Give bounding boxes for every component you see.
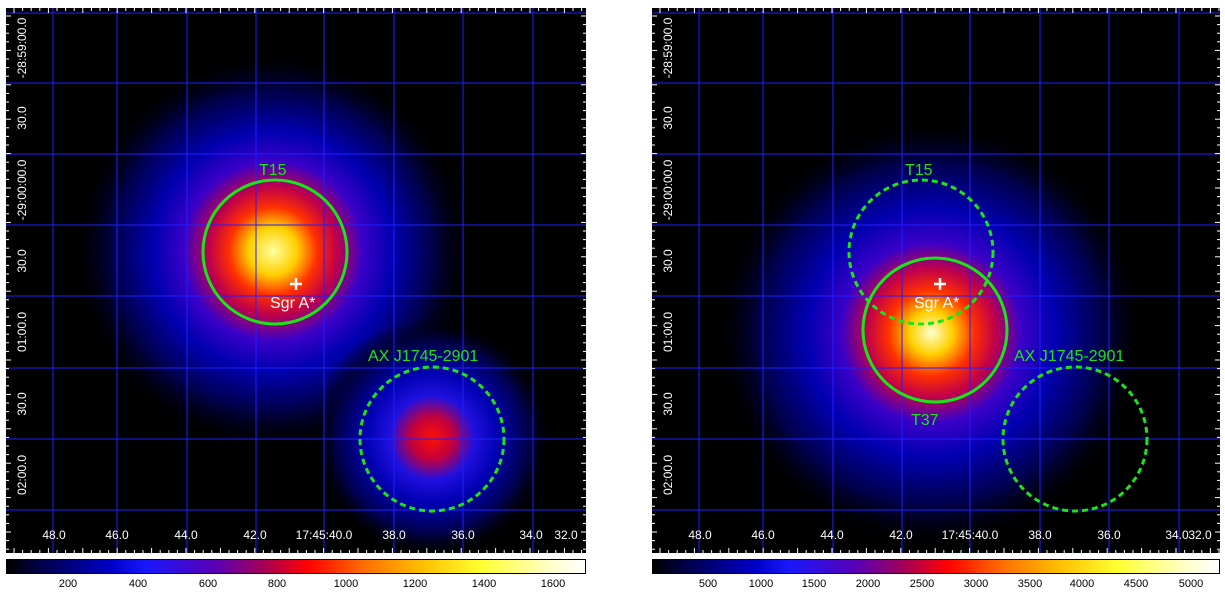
- t15-region-circle: [847, 178, 995, 326]
- dec-tick-label: 30.0: [15, 106, 29, 130]
- colorbar-tick-label: 2500: [909, 578, 935, 590]
- ra-tick-label: 38.0: [382, 528, 406, 542]
- ra-tick-label: 48.0: [688, 528, 712, 542]
- colorbar-tick-label: 500: [698, 578, 718, 590]
- t15-label: T15: [259, 162, 287, 179]
- colorbar-tick-label: 5000: [1178, 578, 1204, 590]
- dec-tick-labels: -28:59:00.0 30.0 -29:00:00.0 30.0 01:00.0 30.…: [15, 17, 29, 495]
- colorbar-tick-label: 3000: [963, 578, 989, 590]
- colorbar-tick-label: 2000: [855, 578, 881, 590]
- ax-label: AX J1745-2901: [1014, 348, 1124, 365]
- image-panel-left[interactable]: T15 AX J1745-2901 Sgr A* 48.0 46.0 44.0 42.…: [6, 8, 586, 553]
- ra-tick-label: 36.0: [451, 528, 475, 542]
- image-panel-right[interactable]: T15 T37 AX J1745-2901 Sgr A* 48.0 46.0 44.…: [652, 8, 1220, 553]
- ax-label: AX J1745-2901: [368, 348, 478, 365]
- colorbar-tick-label: 3500: [1017, 578, 1043, 590]
- axis-ticks: [652, 8, 1220, 553]
- ra-tick-label: 32.0: [554, 528, 578, 542]
- dec-tick-label: -29:00:00.0: [661, 159, 675, 220]
- dec-tick-label: -28:59:00.0: [661, 17, 675, 78]
- ra-tick-label: 46.0: [105, 528, 129, 542]
- ra-tick-label: 46.0: [751, 528, 775, 542]
- sgr-a-label: Sgr A*: [270, 295, 315, 312]
- axis-ticks: [6, 8, 586, 553]
- t37-emission: [716, 118, 1146, 548]
- colorbar-tick-label: 1400: [471, 578, 497, 590]
- ax-region-circle: [358, 365, 506, 513]
- sgr-a-marker: [934, 278, 946, 290]
- dec-tick-label: -29:00:00.0: [15, 159, 29, 220]
- ra-tick-label: 32.0: [1188, 528, 1212, 542]
- colorbar-tick-label: 4000: [1069, 578, 1095, 590]
- coordinate-grid: [6, 8, 586, 553]
- ax-emission: [312, 318, 552, 553]
- dec-tick-label: 30.0: [661, 106, 675, 130]
- ra-tick-label: 44.0: [174, 528, 198, 542]
- dec-tick-label: 02:00.0: [661, 455, 675, 495]
- colorbar-tick-label: 200: [58, 578, 78, 590]
- ra-tick-label: 17:45:40.0: [296, 528, 353, 542]
- colorbar-tick-label: 4500: [1123, 578, 1149, 590]
- ra-tick-label: 34.0: [519, 528, 543, 542]
- colorbar-tick-label: 800: [267, 578, 287, 590]
- colorbar-tick-label: 600: [198, 578, 218, 590]
- ra-tick-label: 36.0: [1097, 528, 1121, 542]
- colorbar-left-labels: 200 400 600 800 1000 1200 1400 1600: [6, 578, 586, 592]
- ra-tick-label: 44.0: [820, 528, 844, 542]
- dec-tick-label: 30.0: [661, 249, 675, 273]
- colorbar-left: [6, 559, 586, 574]
- colorbar-tick-label: 400: [128, 578, 148, 590]
- sgr-a-marker: [290, 278, 302, 290]
- sgr-a-label: Sgr A*: [914, 295, 959, 312]
- ra-tick-labels: 48.0 46.0 44.0 42.0 17:45:40.0 38.0 36.0 34.0 32…: [42, 528, 578, 542]
- dec-tick-labels: -28:59:00.0 30.0 -29:00:00.0 30.0 01:00.0 30.…: [661, 17, 675, 495]
- colorbar-tick-label: 1200: [402, 578, 428, 590]
- colorbar-tick-label: 1000: [333, 578, 359, 590]
- dec-tick-label: 02:00.0: [15, 455, 29, 495]
- dec-tick-label: 01:00.0: [661, 312, 675, 352]
- colorbar-right-labels: 500 1000 1500 2000 2500 3000 3500 4000 4500 5000: [652, 578, 1220, 592]
- coordinate-grid: [652, 8, 1220, 553]
- t37-label: T37: [911, 412, 939, 429]
- ra-tick-label: 34.0: [1165, 528, 1189, 542]
- ax-region-circle: [1001, 365, 1149, 513]
- colorbar-tick-label: 1000: [748, 578, 774, 590]
- panel-right-svg: T15 T37 AX J1745-2901 Sgr A* 48.0 46.0 44.…: [652, 8, 1220, 553]
- colorbar-tick-label: 1600: [540, 578, 566, 590]
- dec-tick-label: 01:00.0: [15, 312, 29, 352]
- ra-tick-label: 17:45:40.0: [942, 528, 999, 542]
- ra-tick-label: 42.0: [243, 528, 267, 542]
- ra-tick-label: 48.0: [42, 528, 66, 542]
- colorbar-tick-label: 1500: [801, 578, 827, 590]
- ra-tick-label: 38.0: [1028, 528, 1052, 542]
- t15-region-circle: [201, 178, 349, 326]
- ra-tick-label: 42.0: [889, 528, 913, 542]
- dec-tick-label: -28:59:00.0: [15, 17, 29, 78]
- dec-tick-label: 30.0: [661, 392, 675, 416]
- colorbar-right: [652, 559, 1220, 574]
- t37-region-circle: [861, 256, 1009, 404]
- dec-tick-label: 30.0: [15, 392, 29, 416]
- dec-tick-label: 30.0: [15, 249, 29, 273]
- panel-left-svg: T15 AX J1745-2901 Sgr A* 48.0 46.0 44.0 42.…: [6, 8, 586, 553]
- t15-label: T15: [905, 162, 933, 179]
- ra-tick-labels: 48.0 46.0 44.0 42.0 17:45:40.0 38.0 36.0 34.0 32…: [688, 528, 1212, 542]
